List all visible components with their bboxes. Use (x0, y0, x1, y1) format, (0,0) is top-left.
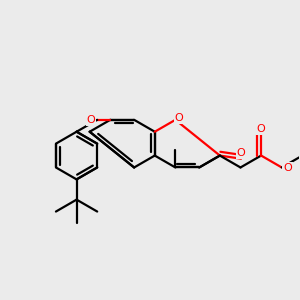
Text: O: O (257, 124, 266, 134)
Text: O: O (283, 163, 292, 173)
Text: O: O (86, 115, 95, 125)
Text: O: O (237, 148, 245, 158)
Text: O: O (175, 113, 184, 123)
